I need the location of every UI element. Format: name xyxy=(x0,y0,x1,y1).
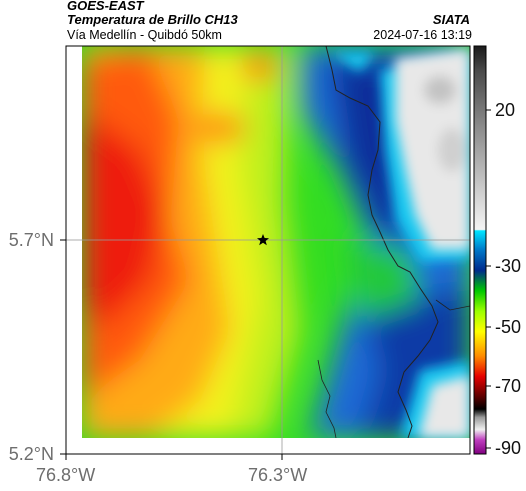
map-border xyxy=(65,45,471,455)
y-tick-label-lat-2: 5.2°N xyxy=(8,444,54,464)
x-tick-label-lon-2: 76.3°W xyxy=(248,465,308,485)
colorbar-label-minus70: -70 xyxy=(495,376,522,396)
colorbar-label-minus90: -90 xyxy=(495,438,522,458)
colorbar-label-minus50: -50 xyxy=(495,317,522,337)
brightness-temperature-field xyxy=(82,46,470,438)
subtitle-route: Vía Medellín - Quibdó 50km xyxy=(67,28,222,42)
colorbar-label-20: 20 xyxy=(495,100,516,120)
organization-label: SIATA xyxy=(432,12,470,27)
y-tick-label-lat-1: 5.7°N xyxy=(8,230,54,250)
x-tick-label-lon-1: 76.8°W xyxy=(36,465,96,485)
title-product: Temperatura de Brillo CH13 xyxy=(67,12,238,27)
datetime-label: 2024-07-16 13:19 xyxy=(373,28,472,42)
colorbar-label-minus30: -30 xyxy=(495,256,522,276)
location-star-marker xyxy=(257,234,269,246)
colorbar xyxy=(473,45,487,455)
title-satellite: GOES-EAST xyxy=(67,0,144,13)
